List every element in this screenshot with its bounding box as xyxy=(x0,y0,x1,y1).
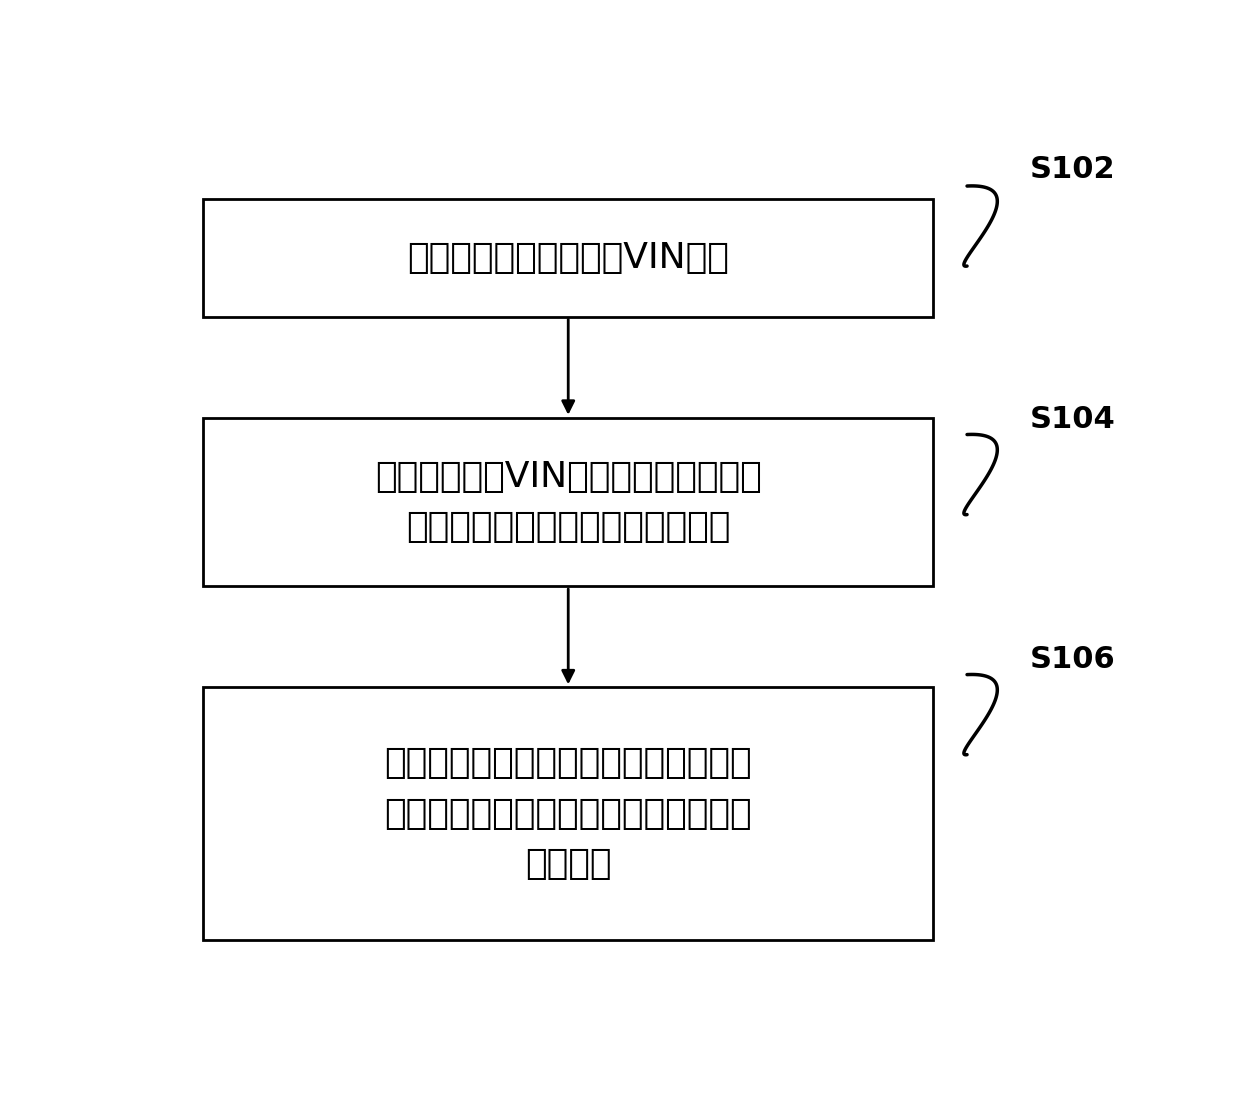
Text: 汽车诊断仪获取汽车的VIN信息: 汽车诊断仪获取汽车的VIN信息 xyxy=(407,241,729,275)
FancyBboxPatch shape xyxy=(203,199,934,316)
Text: S102: S102 xyxy=(1029,154,1115,184)
FancyBboxPatch shape xyxy=(203,418,934,586)
Text: 汽车诊断仪根据汽车的制造商代码和汽
车类型代码选择合适的诊断模块对车辆
进行诊断: 汽车诊断仪根据汽车的制造商代码和汽 车类型代码选择合适的诊断模块对车辆 进行诊断 xyxy=(384,746,751,881)
Text: S104: S104 xyxy=(1029,405,1115,434)
Text: 汽车诊断仪对VIN信息进行解析并获取
汽车的制造商代码和汽车类型代码: 汽车诊断仪对VIN信息进行解析并获取 汽车的制造商代码和汽车类型代码 xyxy=(374,459,761,544)
Text: S106: S106 xyxy=(1029,645,1115,674)
FancyBboxPatch shape xyxy=(203,687,934,940)
